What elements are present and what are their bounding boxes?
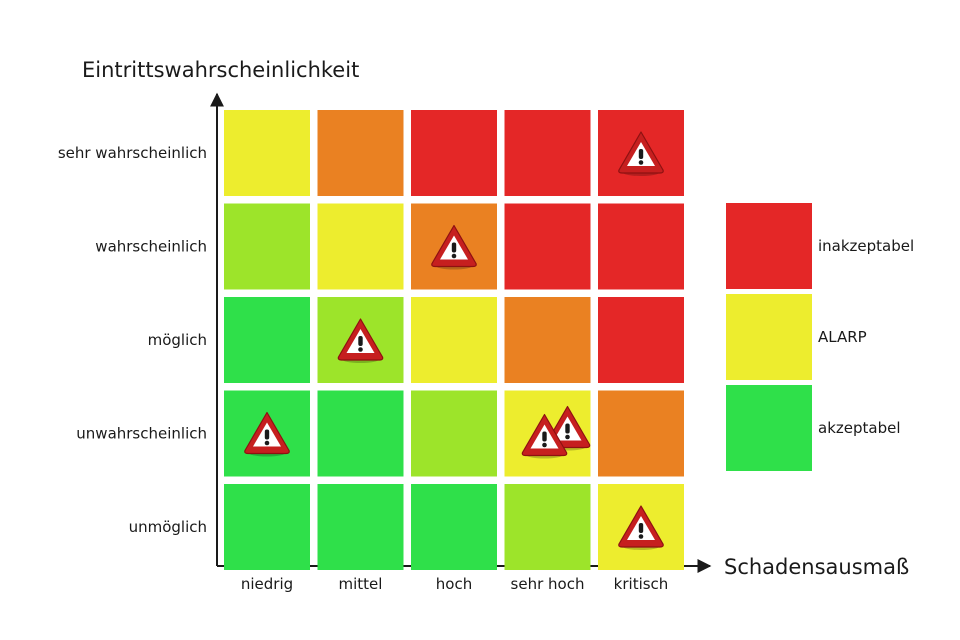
warning-triangle-icon [244,411,290,457]
matrix-cell-r0-c3 [504,110,591,196]
matrix-cell-r2-c2 [411,297,497,383]
legend: inakzeptabel ALARP akzeptabel [726,203,914,471]
row-label: sehr wahrscheinlich [58,144,207,162]
legend-swatch [726,294,812,380]
legend-swatch [726,385,812,471]
row-labels: sehr wahrscheinlich wahrscheinlich möglich… [58,144,207,536]
y-axis-label: Eintrittswahrscheinlichkeit [82,58,359,82]
legend-label: akzeptabel [818,419,901,437]
matrix-cell-r4-c3 [504,484,591,570]
warning-markers [244,131,664,550]
warning-triangle-icon [431,224,477,270]
matrix-cell-r4-c2 [411,484,497,570]
warning-triangle-icon [618,505,664,550]
warning-triangle-icon [337,318,384,363]
matrix-cell-r2-c0 [224,297,310,383]
matrix-cell-r4-c1 [317,484,404,570]
row-label: unmöglich [129,518,207,536]
legend-label: ALARP [818,328,867,346]
matrix-cell-r0-c2 [411,110,497,196]
matrix-cell-r2-c4 [598,297,684,383]
matrix-cell-r1-c1 [317,203,404,290]
matrix-cell-r1-c3 [504,203,591,290]
matrix-cell-r0-c0 [224,110,310,196]
column-label: kritisch [614,575,669,593]
matrix-cell-r3-c2 [411,390,497,477]
column-label: hoch [436,575,472,593]
row-label: wahrscheinlich [95,238,207,256]
row-label: unwahrscheinlich [76,425,207,443]
warning-triangle-icon [521,413,568,459]
legend-swatch [726,203,812,289]
matrix-cell-r0-c1 [317,110,404,196]
matrix-cell-r1-c0 [224,203,310,290]
row-label: möglich [148,331,207,349]
matrix-cell-r1-c4 [598,203,684,290]
column-label: sehr hoch [511,575,585,593]
matrix-cell-r3-c4 [598,390,684,477]
matrix-cell-r4-c0 [224,484,310,570]
matrix-cell-r3-c1 [317,390,404,477]
column-label: mittel [339,575,383,593]
legend-label: inakzeptabel [818,237,914,255]
column-label: niedrig [241,575,293,593]
warning-triangle-icon [618,131,664,176]
matrix-cell-r2-c3 [504,297,591,383]
column-labels: niedrig mittel hoch sehr hoch kritisch [241,575,668,593]
x-axis-label: Schadensausmaß [724,555,909,579]
matrix-cells [224,110,684,570]
